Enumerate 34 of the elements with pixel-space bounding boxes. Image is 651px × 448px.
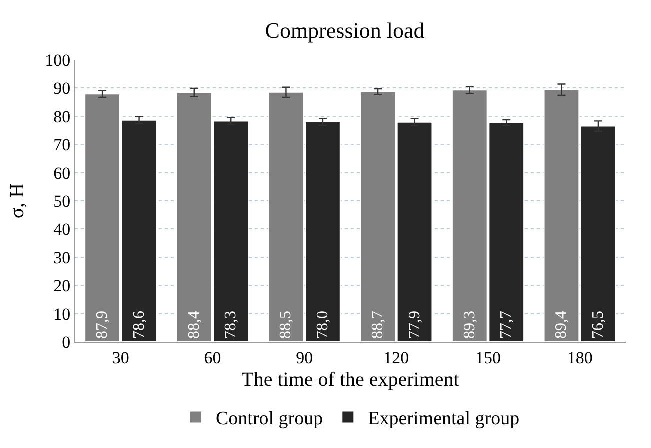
x-tick-label: 60	[204, 348, 222, 368]
y-tick-label: 60	[54, 164, 71, 183]
y-tick-label: 40	[54, 220, 71, 240]
data-label: 78,3	[222, 311, 240, 339]
y-axis-title: σ, H	[6, 183, 29, 219]
x-tick-label: 120	[384, 348, 410, 368]
chart-title: Compression load	[265, 18, 425, 43]
y-tick-label: 90	[54, 79, 71, 98]
data-label: 77,7	[498, 311, 516, 339]
y-tick-label: 70	[54, 136, 71, 155]
y-tick-label: 10	[54, 304, 71, 324]
data-label: 87,9	[94, 311, 112, 339]
y-tick-label: 20	[54, 276, 71, 296]
y-tick-label: 100	[45, 50, 71, 70]
y-tick-label: 0	[62, 332, 71, 352]
y-tick-label: 30	[54, 248, 71, 268]
data-label: 89,4	[553, 311, 570, 339]
x-tick-label: 150	[476, 348, 501, 368]
x-tick-label: 30	[112, 348, 130, 368]
data-label: 88,7	[370, 311, 387, 339]
data-label: 78,6	[130, 311, 148, 339]
legend-label: Experimental group	[368, 408, 520, 430]
x-tick-label: 90	[296, 348, 314, 368]
data-label: 89,3	[461, 311, 478, 339]
y-tick-label: 80	[54, 107, 71, 126]
legend-label: Control group	[216, 408, 324, 430]
data-label: 76,5	[590, 311, 607, 339]
data-label: 78,0	[314, 311, 332, 339]
data-label: 88,4	[186, 311, 203, 339]
y-tick-label: 50	[54, 192, 71, 211]
x-tick-label: 180	[567, 348, 593, 368]
data-label: 77,9	[406, 311, 424, 339]
data-label: 88,5	[278, 311, 295, 339]
x-axis-title: The time of the experiment	[242, 368, 460, 391]
